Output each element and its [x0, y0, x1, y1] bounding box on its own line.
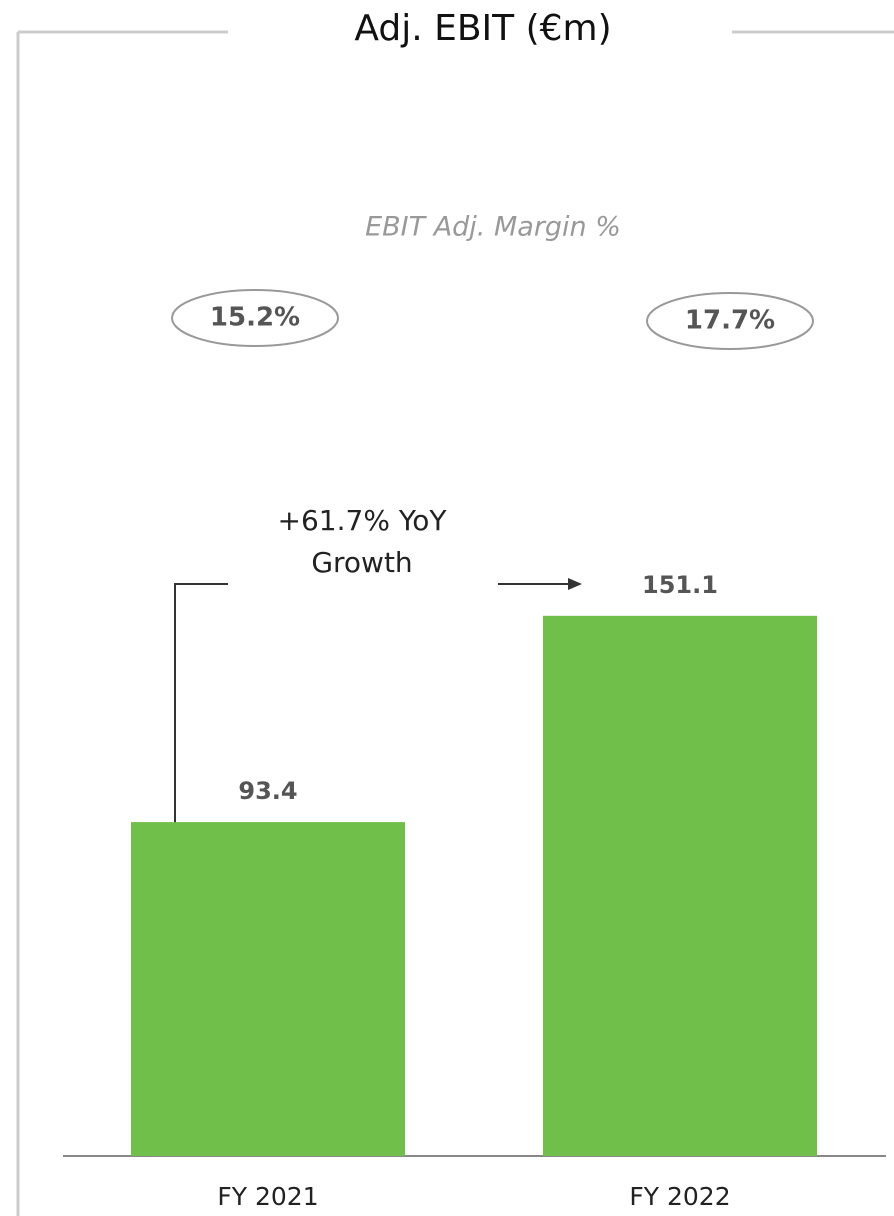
x-tick-label: FY 2021 — [217, 1182, 318, 1211]
value-label: 151.1 — [642, 571, 718, 599]
margin-label: 15.2% — [210, 303, 300, 333]
margin-badge — [646, 292, 814, 350]
bracket-line — [174, 583, 228, 824]
value-label: 93.4 — [238, 777, 297, 805]
arrow-head — [568, 578, 582, 590]
margin-badge — [171, 289, 339, 347]
chart-subtitle: EBIT Adj. Margin % — [365, 212, 621, 243]
x-tick-label: FY 2022 — [629, 1182, 730, 1211]
annotation: +61.7% YoY Growth — [277, 504, 447, 579]
bar — [543, 615, 817, 1156]
bar — [131, 822, 405, 1156]
chart-title: Adj. EBIT (€m) — [354, 8, 611, 49]
margin-label: 17.7% — [685, 306, 775, 336]
